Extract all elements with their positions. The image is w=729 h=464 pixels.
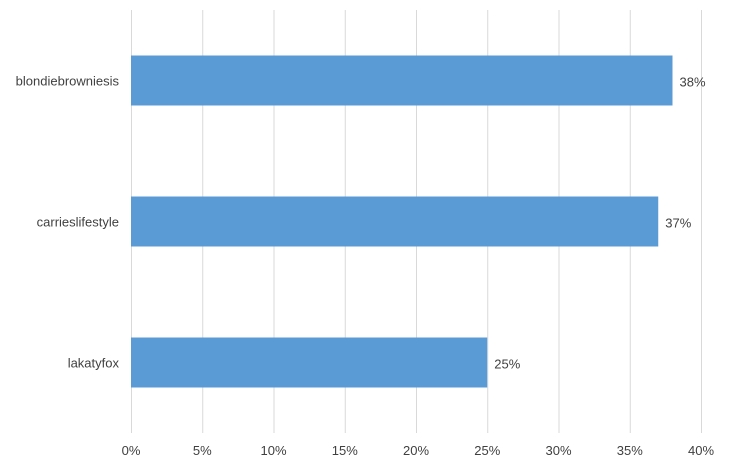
data-label-lakatyfox: 25% <box>494 357 520 372</box>
x-tick-label-1: 5% <box>193 443 212 458</box>
category-label-lakatyfox: lakatyfox <box>68 356 120 371</box>
bar-blondiebrowniesis <box>131 55 673 106</box>
x-tick-label-0: 0% <box>122 443 141 458</box>
data-label-carrieslifestyle: 37% <box>665 216 691 231</box>
x-tick-label-2: 10% <box>260 443 286 458</box>
category-label-carrieslifestyle: carrieslifestyle <box>37 215 119 230</box>
x-tick-label-8: 40% <box>688 443 714 458</box>
data-label-blondiebrowniesis: 38% <box>680 75 706 90</box>
category-label-blondiebrowniesis: blondiebrowniesis <box>16 74 120 89</box>
x-tick-label-7: 35% <box>617 443 643 458</box>
bar-carrieslifestyle <box>131 196 659 247</box>
x-tick-label-3: 15% <box>332 443 358 458</box>
bar-lakatyfox <box>131 337 488 388</box>
x-tick-label-4: 20% <box>403 443 429 458</box>
x-tick-label-6: 30% <box>545 443 571 458</box>
x-tick-label-5: 25% <box>474 443 500 458</box>
